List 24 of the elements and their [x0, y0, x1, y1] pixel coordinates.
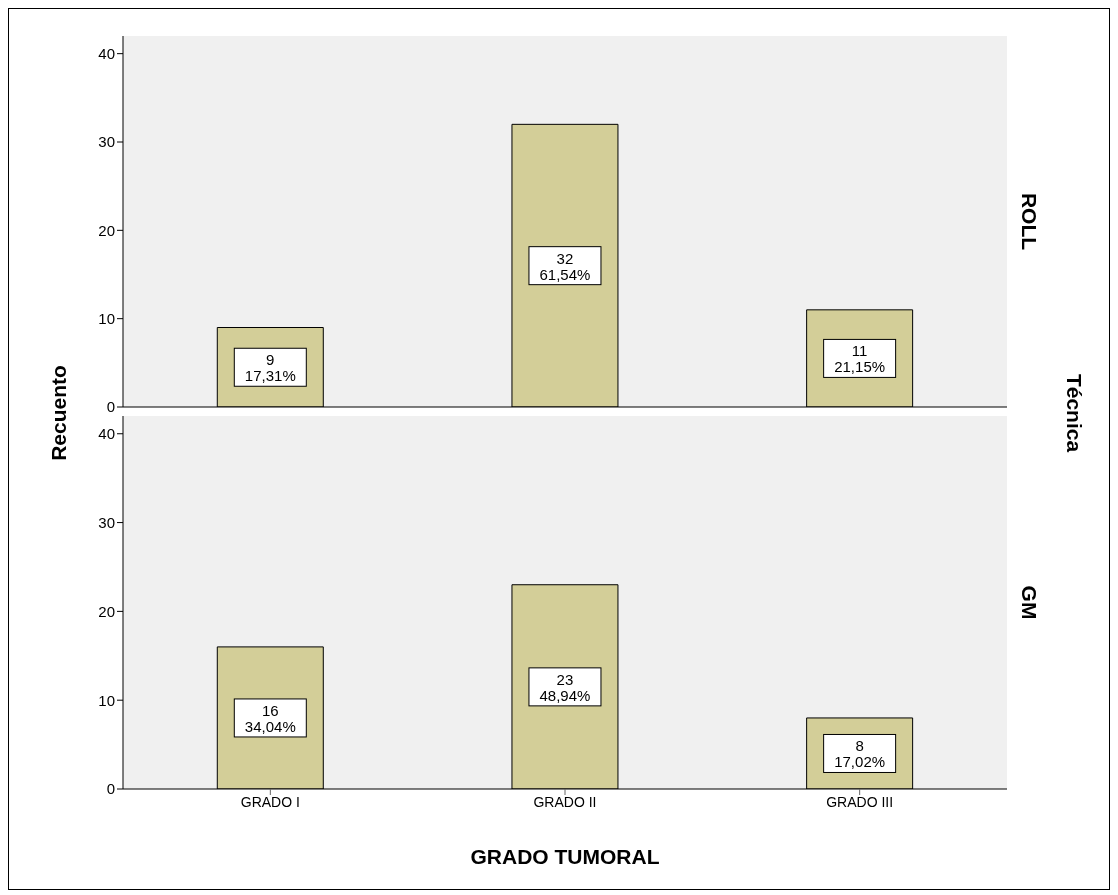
text: GM — [1017, 585, 1041, 620]
data-label: 8 17,02% — [834, 737, 886, 771]
y-tick-label: 20 — [98, 602, 115, 620]
x-tick-label: GRADO II — [533, 793, 597, 810]
y-tick-label: 30 — [98, 513, 115, 531]
text: ROLL — [1017, 192, 1041, 251]
y-tick-label: 0 — [106, 780, 115, 798]
y-tick-label: 40 — [98, 44, 115, 62]
data-label: 32 61,54% — [539, 249, 591, 283]
text: Técnica — [1062, 373, 1086, 452]
y-tick-label: 30 — [98, 133, 115, 151]
data-label: 11 21,15% — [834, 342, 886, 376]
data-label: 9 17,31% — [244, 351, 296, 385]
y-tick-label: 10 — [98, 691, 115, 709]
y-tick-label: 20 — [98, 221, 115, 239]
y-tick-label: 10 — [98, 309, 115, 327]
x-tick-label: GRADO III — [826, 793, 894, 810]
y-tick-label: 0 — [106, 398, 115, 416]
data-label: 16 34,04% — [244, 701, 296, 735]
x-tick-label: GRADO I — [240, 793, 300, 810]
y-tick-label: 40 — [98, 425, 115, 443]
y-axis-title: Recuento — [47, 364, 71, 461]
data-label: 23 48,94% — [539, 670, 591, 704]
x-axis-title: GRADO TUMORAL — [469, 845, 661, 869]
